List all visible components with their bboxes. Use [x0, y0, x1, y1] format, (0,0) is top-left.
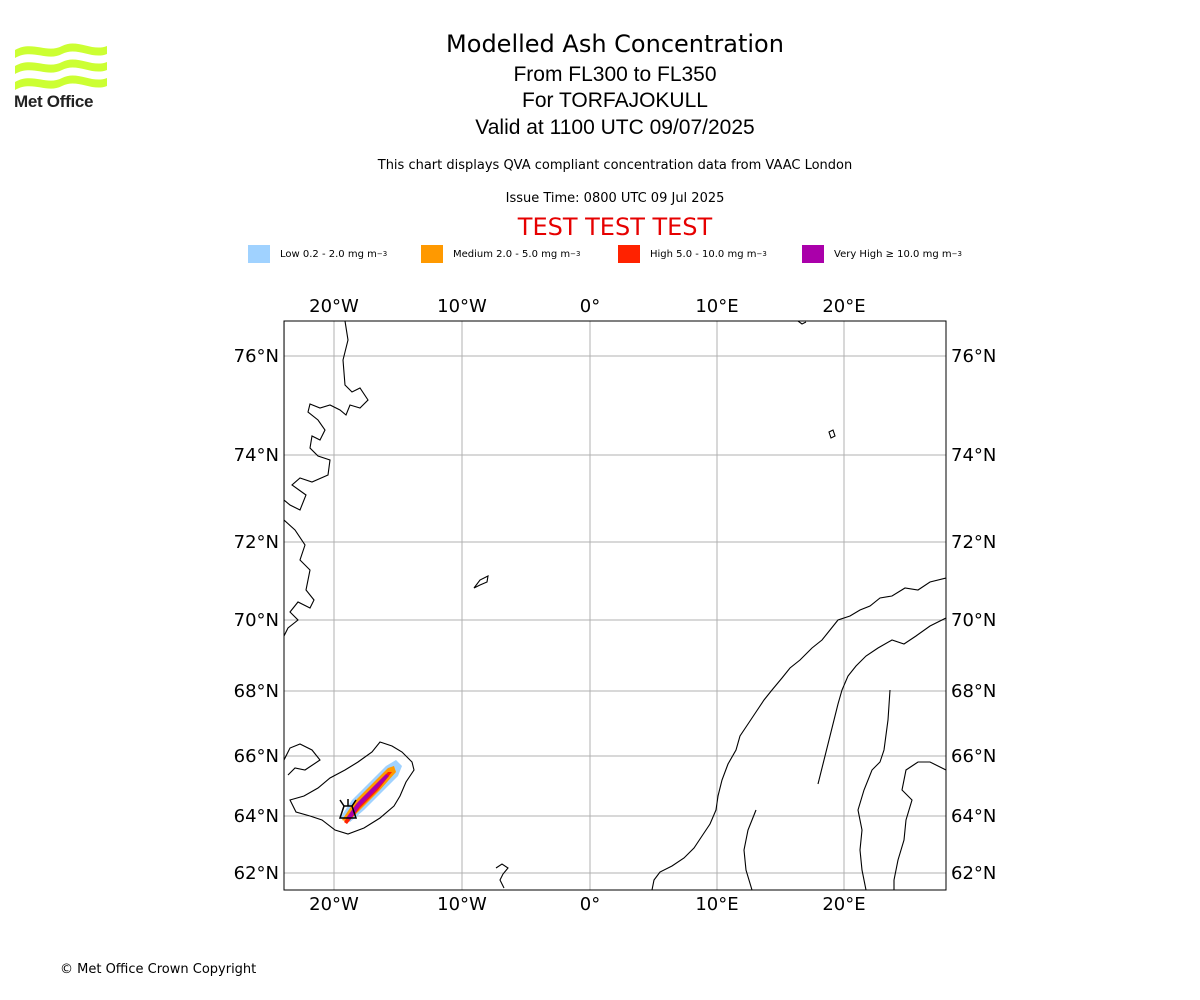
- lon-label-top-10e: 10°E: [695, 296, 738, 317]
- legend-label-medium: Medium 2.0 - 5.0 mg m: [453, 248, 571, 260]
- lon-label-top-0: 0°: [580, 296, 600, 317]
- valid-time: Valid at 1100 UTC 09/07/2025: [475, 116, 755, 139]
- lat-label-right-62n: 62°N: [951, 863, 996, 884]
- test-banner: TEST TEST TEST: [517, 213, 713, 241]
- lon-label-top-10w: 10°W: [437, 296, 487, 317]
- coastline-bothnia: [857, 689, 891, 890]
- coastline-greenland-east: [284, 743, 321, 776]
- coastlines: [284, 321, 946, 890]
- legend-unit-medium: −3: [570, 250, 581, 258]
- legend-unit-high: −3: [756, 250, 767, 258]
- copyright-text: © Met Office Crown Copyright: [60, 962, 257, 977]
- lat-label-right-74n: 74°N: [951, 445, 996, 466]
- legend-swatch-medium: [421, 245, 443, 263]
- coastline-norway-inner: [817, 617, 946, 785]
- lat-label-left-62n: 62°N: [234, 863, 279, 884]
- coastline-greenland: [284, 321, 369, 511]
- legend-unit-very-high: −3: [951, 250, 962, 258]
- lon-label-top-20e: 20°E: [822, 296, 865, 317]
- lat-label-right-76n: 76°N: [951, 346, 996, 367]
- lon-label-bottom-10w: 10°W: [437, 894, 487, 915]
- coastline-faroes: [495, 863, 509, 889]
- coastline-greenland-south: [284, 519, 315, 637]
- legend-item-medium: Medium 2.0 - 5.0 mg m −3: [421, 244, 580, 264]
- legend-unit-low: −3: [376, 250, 388, 258]
- lat-label-left-66n: 66°N: [234, 746, 279, 767]
- lat-label-right-70n: 70°N: [951, 610, 996, 631]
- lon-label-bottom-20e: 20°E: [822, 894, 865, 915]
- coastline-jan-mayen: [473, 575, 489, 589]
- coastline-bear-island: [828, 429, 836, 439]
- lat-label-right-68n: 68°N: [951, 681, 996, 702]
- lat-label-left-64n: 64°N: [234, 806, 279, 827]
- ash-plume: [340, 760, 402, 824]
- coastline-norway: [651, 577, 946, 890]
- lat-label-left-76n: 76°N: [234, 346, 279, 367]
- legend-swatch-high: [618, 245, 640, 263]
- lon-label-bottom-20w: 20°W: [309, 894, 359, 915]
- coastline-finland: [893, 761, 946, 890]
- lon-label-bottom-0: 0°: [580, 894, 600, 915]
- legend-item-very-high: Very High ≥ 10.0 mg m −3: [802, 244, 962, 264]
- chart-title: Modelled Ash Concentration: [446, 30, 784, 58]
- flight-levels: From FL300 to FL350: [513, 63, 717, 86]
- lat-labels-right: 76°N 74°N 72°N 70°N 68°N 66°N 64°N 62°N: [951, 346, 996, 884]
- lon-label-top-20w: 20°W: [309, 296, 359, 317]
- coastline-svalbard: [797, 321, 807, 325]
- lat-label-left-72n: 72°N: [234, 532, 279, 553]
- map-gridlines: [284, 321, 946, 890]
- lat-label-right-66n: 66°N: [951, 746, 996, 767]
- lon-label-bottom-10e: 10°E: [695, 894, 738, 915]
- chart-description: This chart displays QVA compliant concen…: [377, 158, 853, 173]
- lat-label-left-70n: 70°N: [234, 610, 279, 631]
- lat-labels-left: 76°N 74°N 72°N 70°N 68°N 66°N 64°N 62°N: [234, 346, 279, 884]
- legend-item-low: Low 0.2 - 2.0 mg m −3: [248, 244, 387, 264]
- lat-label-left-68n: 68°N: [234, 681, 279, 702]
- volcano-name: For TORFAJOKULL: [522, 89, 708, 112]
- legend-item-high: High 5.0 - 10.0 mg m −3: [618, 244, 767, 264]
- lat-label-left-74n: 74°N: [234, 445, 279, 466]
- border-norway-sweden: [743, 809, 757, 890]
- legend-swatch-low: [248, 245, 270, 263]
- coastline-iceland: [289, 741, 415, 835]
- logo-text: Met Office: [14, 92, 94, 111]
- issue-time: Issue Time: 0800 UTC 09 Jul 2025: [505, 191, 725, 206]
- legend-label-very-high: Very High ≥ 10.0 mg m: [834, 248, 952, 260]
- map-frame: [283, 320, 947, 891]
- lon-labels-bottom: 20°W 10°W 0° 10°E 20°E: [309, 894, 865, 915]
- lat-label-right-64n: 64°N: [951, 806, 996, 827]
- plume-very-high: [346, 774, 389, 820]
- legend-swatch-very-high: [802, 245, 824, 263]
- volcano-icon: [338, 799, 358, 819]
- legend-label-low: Low 0.2 - 2.0 mg m: [280, 248, 377, 260]
- met-office-logo: [15, 43, 107, 90]
- lat-label-right-72n: 72°N: [951, 532, 996, 553]
- lon-labels-top: 20°W 10°W 0° 10°E 20°E: [309, 296, 865, 317]
- legend-label-high: High 5.0 - 10.0 mg m: [650, 248, 757, 260]
